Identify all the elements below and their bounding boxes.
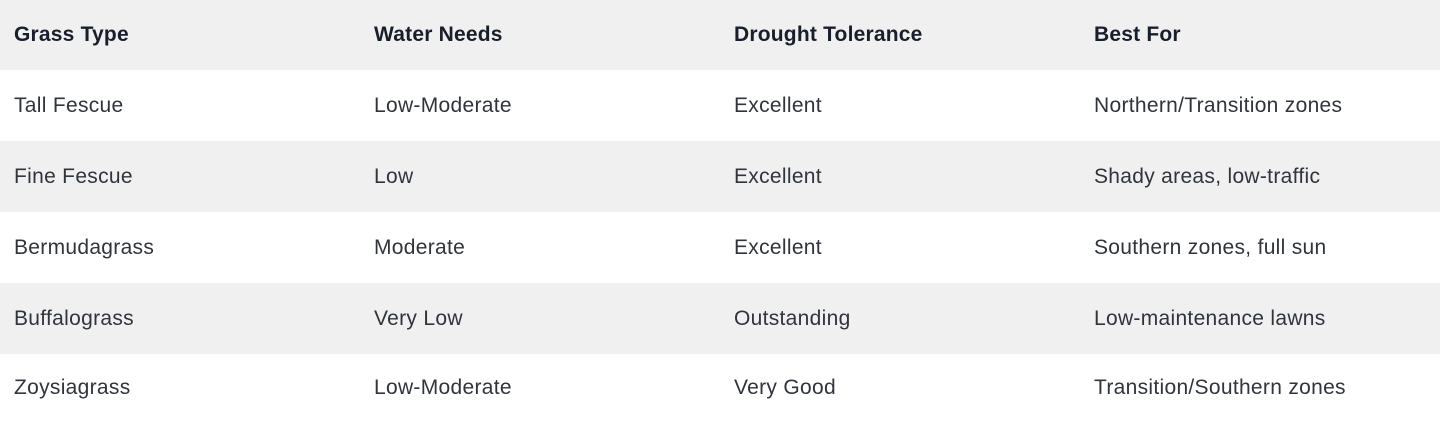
cell-grass-type: Bermudagrass [14,235,155,259]
table-row: Zoysiagrass Low-Moderate Very Good Trans… [0,354,1440,432]
cell-water-needs: Moderate [374,235,466,259]
table-row: Tall Fescue Low-Moderate Excellent North… [0,70,1440,141]
column-header-best-for: Best For [1094,23,1181,46]
column-header-water-needs: Water Needs [374,23,503,46]
table-row: Fine Fescue Low Excellent Shady areas, l… [0,141,1440,212]
cell-grass-type: Buffalograss [14,306,134,330]
cell-water-needs: Low [374,164,414,188]
cell-drought-tolerance: Excellent [734,235,822,259]
table-row: Buffalograss Very Low Outstanding Low-ma… [0,283,1440,354]
table-row: Bermudagrass Moderate Excellent Southern… [0,212,1440,283]
cell-grass-type: Zoysiagrass [14,376,131,399]
cell-best-for: Shady areas, low-traffic [1094,164,1321,188]
cell-best-for: Transition/Southern zones [1094,376,1346,399]
cell-water-needs: Low-Moderate [374,376,512,399]
cell-grass-type: Tall Fescue [14,93,124,117]
cell-drought-tolerance: Excellent [734,93,822,117]
cell-water-needs: Low-Moderate [374,93,512,117]
cell-best-for: Southern zones, full sun [1094,235,1327,259]
cell-best-for: Northern/Transition zones [1094,93,1343,117]
cell-drought-tolerance: Excellent [734,164,822,188]
cell-grass-type: Fine Fescue [14,164,133,188]
column-header-drought-tolerance: Drought Tolerance [734,23,923,46]
table-header-row: Grass Type Water Needs Drought Tolerance… [0,0,1440,70]
cell-drought-tolerance: Outstanding [734,306,851,330]
cell-water-needs: Very Low [374,306,463,330]
cell-drought-tolerance: Very Good [734,376,836,399]
column-header-grass-type: Grass Type [14,23,129,46]
cell-best-for: Low-maintenance lawns [1094,306,1326,330]
